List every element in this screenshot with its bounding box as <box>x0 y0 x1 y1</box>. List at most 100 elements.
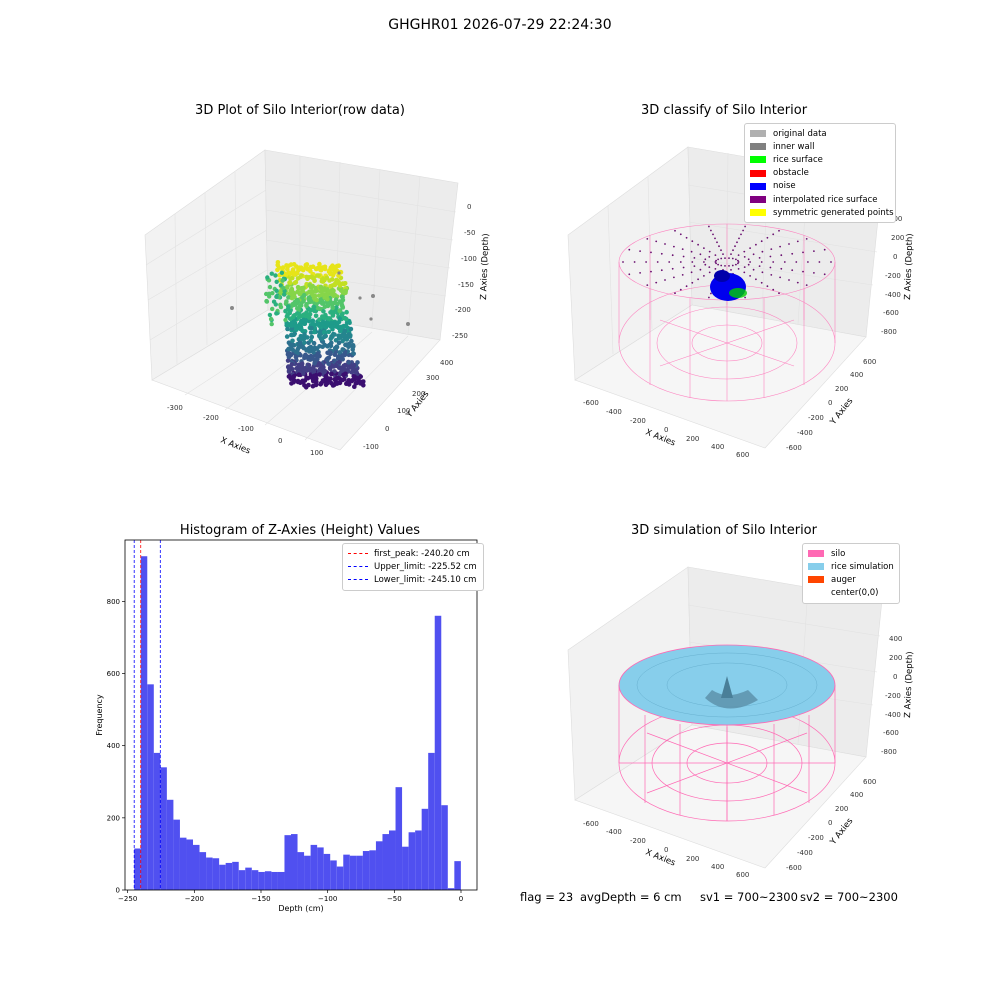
cloud-point <box>310 356 315 361</box>
surface-point <box>633 261 636 263</box>
legend-item: noise <box>750 180 890 193</box>
surface-point <box>722 253 724 256</box>
cloud-point <box>322 264 328 270</box>
cloud-point <box>285 358 291 363</box>
cloud-point <box>322 286 327 291</box>
histogram-bar <box>225 862 233 890</box>
z-tick: 400 <box>889 635 902 643</box>
surface-point <box>728 265 730 267</box>
z-tick: -400 <box>885 711 901 719</box>
cloud-point <box>326 288 331 294</box>
surface-point <box>734 245 736 248</box>
y-tick-label: 400 <box>107 742 120 750</box>
cloud-point <box>329 320 334 326</box>
surface-point <box>802 251 804 254</box>
surface-point <box>805 238 808 240</box>
histogram-bar <box>232 861 239 890</box>
surface-point <box>736 241 738 244</box>
surface-point <box>735 263 737 266</box>
y-tick-label: 0 <box>116 887 120 895</box>
histogram-bar <box>251 870 259 890</box>
cloud-point <box>311 377 317 383</box>
surface-point <box>780 267 783 270</box>
y-tick: -400 <box>797 849 813 857</box>
cloud-point <box>325 344 330 349</box>
legend-item: auger <box>808 573 894 586</box>
surface-point <box>691 240 694 243</box>
z-tick: -150 <box>458 281 474 289</box>
surface-point <box>714 268 717 270</box>
cloud-point <box>328 350 333 356</box>
surface-point <box>749 275 751 277</box>
legend-swatch <box>808 563 824 571</box>
cloud-point <box>307 289 312 295</box>
surface-point <box>770 248 773 251</box>
cloud-point <box>295 306 300 311</box>
cloud-point <box>325 302 331 307</box>
surface-point <box>749 247 751 250</box>
legend-item: rice simulation <box>808 560 894 573</box>
x-tick: -600 <box>583 399 599 407</box>
surface-point <box>761 250 764 253</box>
surface-point <box>690 271 693 274</box>
surface-point <box>681 248 684 251</box>
y-axis-label: Frequency <box>95 694 104 736</box>
cloud-point <box>284 314 290 319</box>
x-tick-label: −50 <box>387 895 402 903</box>
cloud-point <box>309 334 315 340</box>
surface-point <box>685 236 688 239</box>
histogram-bar <box>160 767 167 890</box>
surface-point <box>710 292 712 295</box>
surface-point <box>769 255 772 258</box>
surface-point <box>752 268 755 271</box>
y-tick-labels: -600 -400 -200 0 200 400 600 <box>786 358 876 452</box>
histogram-bar <box>454 861 461 890</box>
histogram-bar <box>441 805 448 890</box>
surface-peak <box>721 676 733 698</box>
x-axis-label: X Axies <box>644 428 677 449</box>
surface-point <box>703 247 705 250</box>
cloud-point <box>318 267 324 273</box>
surface-point <box>791 252 794 255</box>
cloud-point <box>339 294 345 300</box>
legend-item: interpolated rice surface <box>750 193 890 206</box>
y-tick: -200 <box>808 414 824 422</box>
silo-wireframe <box>618 223 836 402</box>
surface-point <box>639 250 641 253</box>
histogram-bar <box>166 799 174 890</box>
x-tick: -400 <box>606 828 622 836</box>
cloud-point <box>282 292 287 297</box>
cloud-point <box>306 362 312 368</box>
cloud-point <box>290 347 296 353</box>
cloud-point <box>270 291 275 296</box>
cloud-point <box>280 265 286 270</box>
surface-point <box>628 273 631 276</box>
surface-point <box>697 278 699 281</box>
y-tick: 0 <box>385 425 389 433</box>
cloud-point <box>354 369 359 375</box>
surface-point <box>731 257 734 260</box>
cloud-point <box>307 299 312 305</box>
surface-point <box>710 229 712 232</box>
x-tick: 400 <box>711 443 724 451</box>
cloud-point <box>315 321 321 327</box>
cloud-point <box>317 367 323 372</box>
cloud-point <box>286 295 291 300</box>
surface-point <box>714 254 717 256</box>
cloud-point <box>354 375 360 381</box>
legend-swatch <box>750 143 766 151</box>
cloud-point <box>291 290 296 296</box>
cloud-point <box>288 280 293 286</box>
cloud-point <box>273 273 278 278</box>
cloud-point <box>302 332 307 337</box>
cloud-point <box>314 297 319 303</box>
surface-point <box>703 275 705 277</box>
simulation-3d-plot: -600 -400 -200 0 200 400 600 X Axies -60… <box>567 566 915 879</box>
cloud-point <box>341 376 347 382</box>
histogram-bar <box>382 834 389 890</box>
cloud-point <box>328 310 333 315</box>
cloud-point <box>343 316 349 322</box>
z-axis-label: Z Axies (Depth) <box>479 233 491 300</box>
surface-point <box>708 256 711 258</box>
cloud-point <box>319 336 325 341</box>
